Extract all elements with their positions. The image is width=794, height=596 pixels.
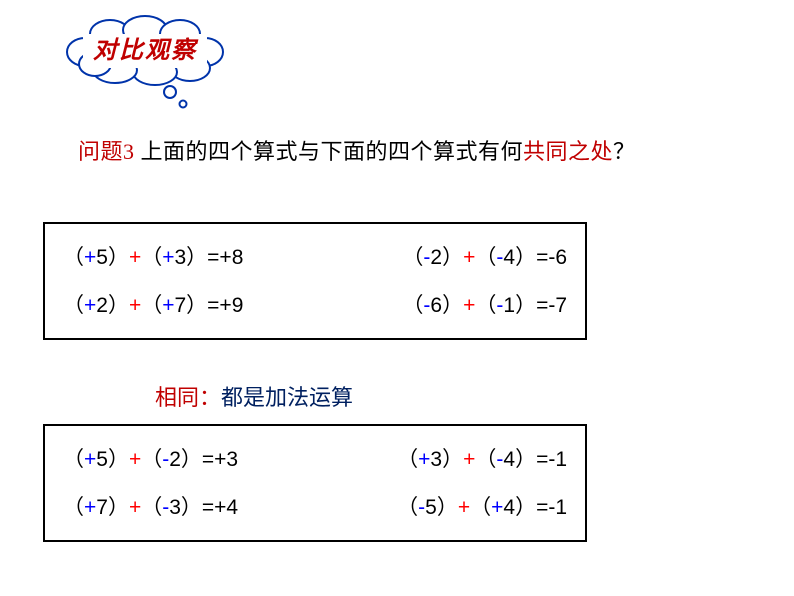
box2-inner: （+5）+（-2）=+3 （+3）+（-4）=-1 （+7）+（-3）=+4 （…: [63, 434, 567, 530]
question-line: 问题3 上面的四个算式与下面的四个算式有何共同之处？: [78, 134, 636, 166]
equation-box-2: （+5）+（-2）=+3 （+3）+（-4）=-1 （+7）+（-3）=+4 （…: [43, 424, 587, 542]
box2-row-1: （+5）+（-2）=+3 （+3）+（-4）=-1: [63, 443, 567, 473]
eq-cell: （-6）+（-1）=-7: [402, 289, 567, 319]
answer-line: 相同：都是加法运算: [155, 380, 353, 412]
question-label: 问题3: [78, 139, 135, 164]
eq-cell: （+5）+（+3）=+8: [63, 241, 243, 271]
question-pre: 上面的四个算式与下面的四个算式有何: [135, 139, 524, 164]
eq-cell: （+3）+（-4）=-1: [397, 443, 567, 473]
question-highlight: 共同之处: [523, 139, 613, 164]
cloud-title: 对比观察: [55, 30, 235, 65]
box1-row-1: （+5）+（+3）=+8 （-2）+（-4）=-6: [63, 241, 567, 271]
eq-cell: （-2）+（-4）=-6: [402, 241, 567, 271]
question-post: ？: [613, 139, 636, 164]
equation-box-1: （+5）+（+3）=+8 （-2）+（-4）=-6 （+2）+（+7）=+9 （…: [43, 222, 587, 340]
answer-text: 都是加法运算: [221, 385, 353, 410]
box2-row-2: （+7）+（-3）=+4 （-5）+（+4）=-1: [63, 491, 567, 521]
box1-inner: （+5）+（+3）=+8 （-2）+（-4）=-6 （+2）+（+7）=+9 （…: [63, 232, 567, 328]
eq-cell: （+7）+（-3）=+4: [63, 491, 238, 521]
answer-label: 相同：: [155, 385, 221, 410]
eq-cell: （+5）+（-2）=+3: [63, 443, 238, 473]
box1-row-2: （+2）+（+7）=+9 （-6）+（-1）=-7: [63, 289, 567, 319]
thought-cloud: 对比观察: [55, 12, 235, 80]
eq-cell: （-5）+（+4）=-1: [397, 491, 567, 521]
eq-cell: （+2）+（+7）=+9: [63, 289, 243, 319]
